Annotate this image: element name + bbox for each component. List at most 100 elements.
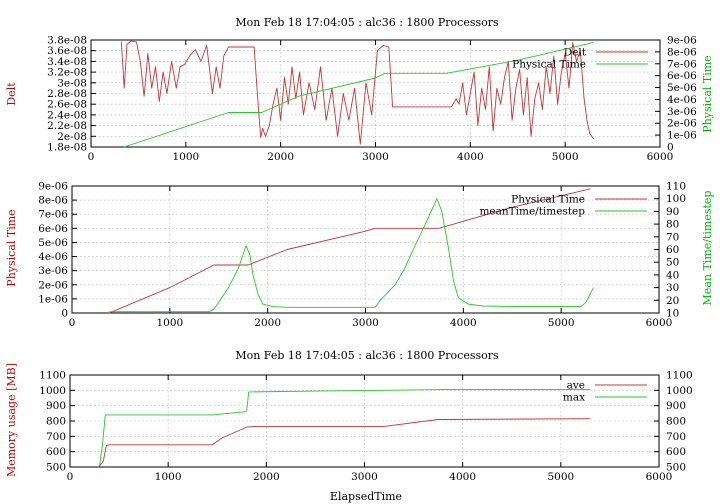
panel-1-title: Mon Feb 18 17:04:05 : alc36 : 1800 Proce… — [235, 16, 499, 29]
panel-2-series-1-line — [109, 188, 591, 314]
panel-1-y2tick-label: 7e-06 — [667, 58, 697, 70]
panel-1-ytick-label: 2e-08 — [57, 131, 87, 143]
panel-3-ytick-label: 600 — [46, 446, 66, 458]
panel-2-y2tick-label: 40 — [666, 269, 679, 281]
panel-2-y2tick-label: 90 — [666, 206, 679, 218]
panel-3-y2tick-label: 900 — [666, 400, 686, 412]
panel-2-legend-label-1: Physical Time — [511, 194, 585, 206]
panel-3-series-2-line — [99, 389, 591, 467]
panel-1-legend-label-1: Delt — [564, 47, 587, 59]
panel-2-ytick-label: 5e-06 — [38, 237, 68, 249]
panel-1-ylabel: Delt — [5, 82, 18, 106]
panel-2-y2label: Mean Time/timestep — [701, 191, 714, 306]
panel-3-ytick-label: 900 — [46, 400, 66, 412]
panel-3-ytick-label: 1100 — [39, 370, 66, 382]
panel-1-ytick-label: 3.4e-08 — [47, 56, 87, 68]
panel-3-y2tick-label: 800 — [666, 416, 686, 428]
panel-1-ytick-label: 2.4e-08 — [47, 109, 87, 121]
panel-2-y2tick-label: 10 — [666, 308, 679, 320]
panel-1-xtick-label: 0 — [88, 151, 95, 163]
panel-1-ytick-label: 3.8e-08 — [47, 35, 87, 47]
panel-3-y2tick-label: 500 — [666, 462, 686, 474]
panel-3-legend-label-1: ave — [567, 380, 585, 392]
panel-2-ytick-label: 9e-06 — [38, 181, 68, 193]
panel-1-y2label: Physical Time — [701, 55, 714, 132]
panel-2-y2tick-label: 110 — [666, 181, 686, 193]
panel-3-y2tick-label: 1100 — [666, 370, 693, 382]
panel-2-xtick-label: 2000 — [254, 317, 281, 329]
panel-2-legend-label-2: meanTime/timestep — [479, 206, 585, 218]
panel-3-xtick-label: 3000 — [351, 471, 378, 483]
panel-3-legend-label-2: max — [563, 392, 585, 404]
panel-1-plot-frame — [90, 39, 661, 148]
panel-1-series-2-line — [124, 41, 594, 148]
panel-1-xtick-label: 5000 — [552, 151, 579, 163]
panel-3-ytick-label: 800 — [46, 416, 66, 428]
panel-1-y2tick-label: 6e-06 — [667, 70, 697, 82]
panel-2-ytick-label: 0 — [61, 308, 68, 320]
panel-1-y2tick-label: 9e-06 — [667, 35, 697, 47]
panel-2-y2tick-label: 70 — [666, 231, 679, 243]
panel-1-y2tick-label: 1e-06 — [667, 130, 697, 142]
panel-2-ytick-label: 3e-06 — [38, 265, 68, 277]
panel-2-ytick-label: 7e-06 — [38, 209, 68, 221]
panel-2-y2tick-label: 80 — [666, 219, 679, 231]
panel-2-series-2-line — [109, 198, 594, 313]
panel-3-y2tick-label: 600 — [666, 446, 686, 458]
panel-2-xtick-label: 4000 — [450, 317, 477, 329]
panel-3-xtick-label: 6000 — [646, 471, 673, 483]
panel-3-ytick-label: 700 — [46, 431, 66, 443]
panel-2-y2tick-label: 20 — [666, 295, 679, 307]
panel-3-series-1-line — [99, 418, 591, 467]
panel-3: Mon Feb 18 17:04:05 : alc36 : 1800 Proce… — [5, 349, 693, 503]
panel-1-ytick-label: 2.6e-08 — [47, 99, 87, 111]
panel-1-xtick-label: 3000 — [362, 151, 389, 163]
panel-2-ytick-label: 1e-06 — [38, 293, 68, 305]
panel-3-y2tick-label: 700 — [666, 431, 686, 443]
panel-2-y2tick-label: 60 — [666, 244, 679, 256]
panel-2-ytick-label: 4e-06 — [38, 251, 68, 263]
panel-1-ytick-label: 3.6e-08 — [47, 45, 87, 57]
panel-1-y2tick-label: 4e-06 — [667, 94, 697, 106]
panel-1-y2tick-label: 8e-06 — [667, 46, 697, 58]
panel-1-y2tick-label: 3e-06 — [667, 106, 697, 118]
panel-2-plot-frame — [71, 185, 660, 314]
panel-1-xtick-label: 2000 — [267, 151, 294, 163]
panel-3-xtick-label: 0 — [67, 471, 74, 483]
panel-2-xtick-label: 6000 — [646, 317, 673, 329]
panel-3-plot-frame — [69, 374, 660, 468]
panel-3-xlabel: ElapsedTime — [330, 490, 402, 503]
panel-1: Mon Feb 18 17:04:05 : alc36 : 1800 Proce… — [5, 16, 714, 163]
panel-1-y2tick-label: 2e-06 — [667, 118, 697, 130]
panel-2: Physical Time Mean Time/timestep 01e-062… — [5, 181, 714, 330]
panel-2-y2tick-label: 50 — [666, 257, 679, 269]
panel-1-series-1-line — [120, 40, 594, 145]
panel-2-y2tick-label: 100 — [666, 193, 686, 205]
panel-1-ytick-label: 2.2e-08 — [47, 120, 87, 132]
panel-3-xtick-label: 4000 — [449, 471, 476, 483]
panel-3-xtick-label: 5000 — [547, 471, 574, 483]
panel-2-ytick-label: 8e-06 — [38, 195, 68, 207]
panel-2-y2tick-label: 30 — [666, 282, 679, 294]
panel-3-ytick-label: 1000 — [39, 385, 66, 397]
panel-2-xtick-label: 5000 — [548, 317, 575, 329]
panel-1-xtick-label: 6000 — [647, 151, 674, 163]
panel-3-ytick-label: 500 — [46, 462, 66, 474]
panel-1-ytick-label: 2.8e-08 — [47, 88, 87, 100]
panel-3-xtick-label: 1000 — [155, 471, 182, 483]
panel-3-y2tick-label: 1000 — [666, 385, 693, 397]
panel-1-ytick-label: 3.2e-08 — [47, 67, 87, 79]
panel-3-ylabel: Memory usage [MB] — [5, 363, 18, 477]
panel-3-xtick-label: 2000 — [253, 471, 280, 483]
panel-2-xtick-label: 3000 — [352, 317, 379, 329]
panel-1-y2tick-label: 0 — [667, 142, 674, 154]
panel-1-xtick-label: 1000 — [172, 151, 199, 163]
panel-1-ytick-label: 3e-08 — [57, 77, 87, 89]
panel-1-legend-label-2: Physical Time — [512, 59, 586, 71]
panel-1-ytick-label: 1.8e-08 — [47, 142, 87, 154]
panel-3-title: Mon Feb 18 17:04:05 : alc36 : 1800 Proce… — [235, 349, 499, 362]
panel-2-xtick-label: 0 — [69, 317, 76, 329]
panel-2-ylabel: Physical Time — [5, 209, 18, 286]
